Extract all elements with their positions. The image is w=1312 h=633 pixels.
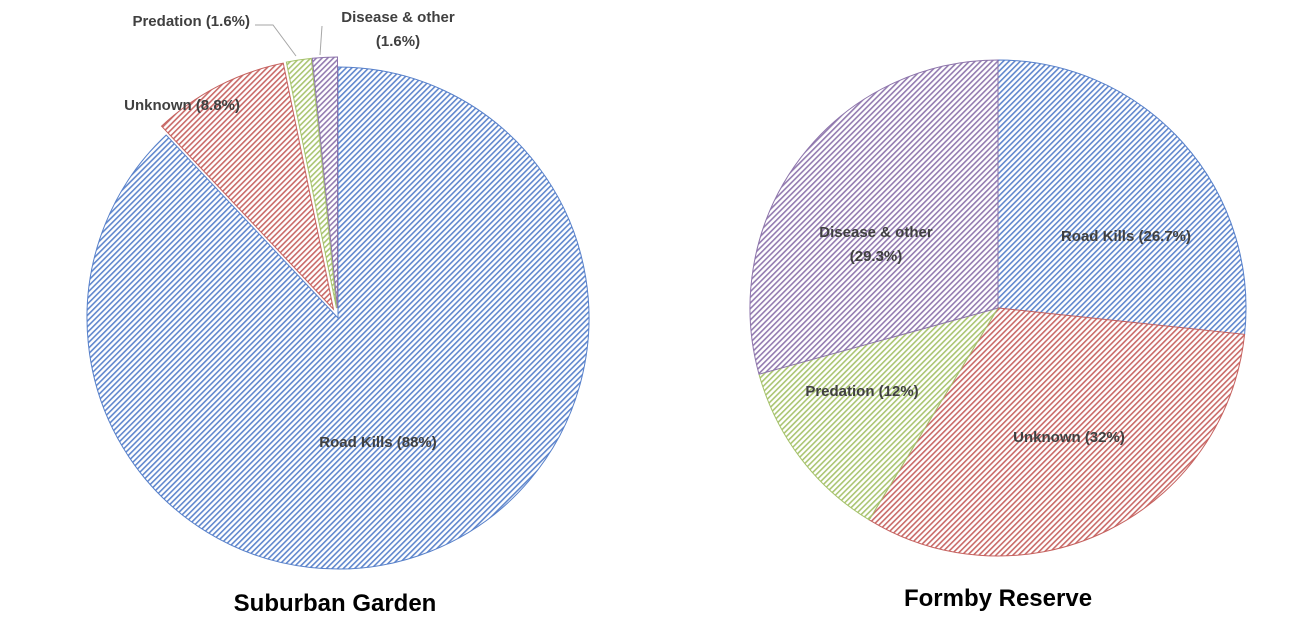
chart-title-suburban-garden: Suburban Garden — [234, 590, 437, 617]
formby-reserve-slice-road-kills — [997, 59, 1247, 335]
suburban-garden-slice-predation — [285, 57, 337, 309]
suburban-garden-label-disease-and-other: Disease & other (1.6%) — [341, 9, 455, 50]
chart-title-formby-reserve: Formby Reserve — [904, 585, 1092, 612]
formby-reserve-slice-unknown — [868, 307, 1246, 557]
formby-reserve-slice-disease-and-other — [749, 59, 999, 375]
formby-reserve-label-road-kills: Road Kills (26.7%) — [1061, 228, 1191, 245]
suburban-garden-leader-line-disease-and-other — [319, 25, 323, 56]
suburban-garden-slice-road-kills — [86, 66, 590, 570]
suburban-garden-slice-disease-and-other — [311, 56, 338, 309]
formby-reserve-label-predation: Predation (12%) — [805, 383, 918, 400]
formby-reserve-slice-predation — [758, 307, 1000, 521]
suburban-garden-slice-unknown — [160, 62, 335, 311]
suburban-garden-label-road-kills: Road Kills (88%) — [319, 434, 437, 451]
suburban-garden-label-unknown: Unknown (8.8%) — [124, 97, 240, 114]
suburban-garden-label-predation: Predation (1.6%) — [132, 13, 250, 30]
suburban-garden-pie-chart: Road Kills (88%) Unknown (8.8%) Predation … — [86, 9, 590, 570]
suburban-garden-leader-line-predation — [255, 24, 297, 57]
formby-reserve-label-unknown: Unknown (32%) — [1013, 429, 1125, 446]
formby-reserve-pie-chart: Road Kills (26.7%) Unknown (32%) Predation… — [749, 59, 1247, 557]
formby-reserve-label-disease-and-other: Disease & other (29.3%) — [819, 224, 933, 265]
